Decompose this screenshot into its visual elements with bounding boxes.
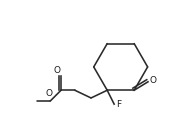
Text: F: F	[116, 100, 121, 109]
Text: O: O	[54, 66, 61, 75]
Text: O: O	[150, 76, 157, 85]
Text: O: O	[46, 89, 53, 98]
